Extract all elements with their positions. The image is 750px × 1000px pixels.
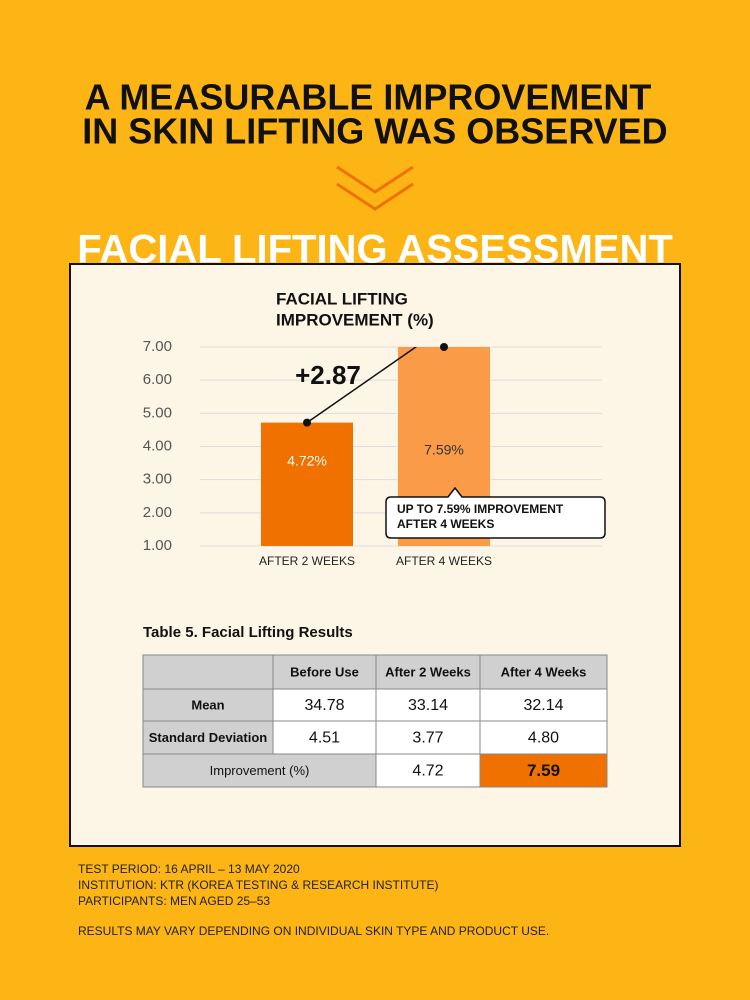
plot: 1.00 2.00 3.00 4.00 5.00 6.00 7.00 AFTER 2 WEEK… [143, 338, 606, 568]
table-cell [142, 654, 274, 690]
cell-text: 3.77 [412, 730, 443, 747]
chart-title: FACIAL LIFTING [276, 289, 408, 308]
table-caption: Table 5. Facial Lifting Results [143, 624, 353, 641]
cell-text: 32.14 [523, 697, 563, 714]
trend-line [306, 347, 418, 424]
chevron [336, 165, 414, 194]
cell-text: 4.51 [309, 730, 340, 747]
y-tick-label: 4.00 [143, 437, 172, 454]
y-tick-label: 6.00 [143, 371, 172, 388]
chevron [336, 182, 414, 211]
y-tick-label: 2.00 [143, 504, 172, 521]
footer-line: TEST PERIOD: 16 APRIL – 13 MAY 2020 [78, 862, 300, 876]
footer-line: PARTICIPANTS: MEN AGED 25–53 [78, 894, 270, 908]
cell-text: 4.80 [528, 730, 559, 747]
row-header: Standard Deviation [149, 730, 268, 745]
trend-dot [440, 343, 448, 351]
cell-text: 7.59 [527, 761, 560, 780]
value-label: 4.72% [287, 453, 327, 469]
table-cell [272, 688, 377, 722]
table-cell [375, 688, 481, 722]
table-cell [479, 720, 608, 755]
x-tick-label: AFTER 4 WEEKS [396, 554, 492, 568]
y-tick-label: 5.00 [143, 404, 172, 421]
headline: IN SKIN LIFTING WAS OBSERVED [82, 111, 667, 152]
callout-text: AFTER 4 WEEKS [397, 517, 494, 531]
bar [261, 422, 353, 546]
trend-dot [303, 418, 311, 427]
callout-text: UP TO 7.59% IMPROVEMENT [397, 502, 564, 516]
annotation: +2.87 [295, 360, 361, 390]
table-cell [479, 688, 608, 722]
column-header: After 4 Weeks [501, 664, 587, 679]
row-header: Improvement (%) [210, 763, 310, 778]
table-cell [272, 720, 377, 755]
cell-text: 4.72 [412, 763, 443, 780]
headline: A MEASURABLE IMPROVEMENT [85, 77, 652, 118]
cell-text: 34.78 [304, 697, 344, 714]
chart-title: IMPROVEMENT (%) [276, 310, 434, 329]
x-tick-label: AFTER 2 WEEKS [259, 554, 355, 568]
table-cell [375, 753, 481, 788]
trend [306, 347, 418, 424]
row-header: Mean [191, 697, 224, 712]
table-cell [272, 654, 377, 690]
table-cell [479, 753, 608, 788]
y-tick-label: 3.00 [143, 471, 172, 488]
column-header: After 2 Weeks [385, 664, 471, 679]
disclaimer: RESULTS MAY VARY DEPENDING ON INDIVIDUAL… [78, 924, 549, 938]
value-label: 7.59% [424, 442, 464, 458]
callout-box [385, 486, 606, 539]
column-header: Before Use [290, 664, 359, 679]
y-tick-label: 7.00 [143, 338, 172, 355]
cell-text: 33.14 [408, 697, 448, 714]
y-tick-label: 1.00 [143, 537, 172, 554]
table: Before Use After 2 Weeks After 4 Weeks Mean… [142, 654, 608, 788]
footer-line: INSTITUTION: KTR (KOREA TESTING & RESEAR… [78, 878, 438, 892]
